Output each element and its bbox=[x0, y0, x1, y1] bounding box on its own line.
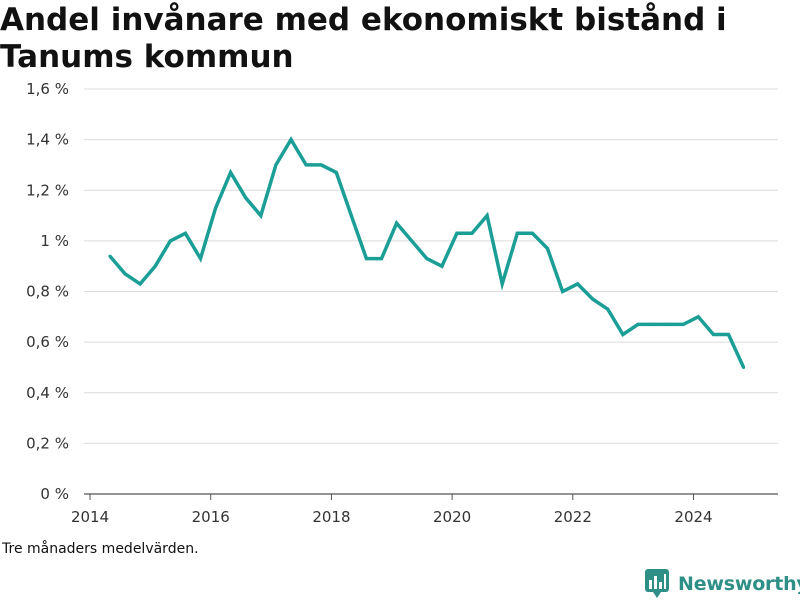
data-point bbox=[410, 239, 414, 243]
grid-lines bbox=[84, 88, 778, 444]
data-point bbox=[214, 206, 218, 210]
data-point bbox=[153, 264, 157, 268]
chart-title: Andel invånare med ekonomiskt bistånd i … bbox=[0, 2, 727, 75]
data-point bbox=[545, 246, 549, 250]
y-tick-label: 1,2 % bbox=[26, 181, 69, 199]
data-point bbox=[636, 322, 640, 326]
data-point bbox=[138, 282, 142, 286]
series-layer bbox=[108, 136, 746, 369]
x-tick-label: 2020 bbox=[433, 508, 471, 526]
x-tick-label: 2022 bbox=[554, 508, 592, 526]
data-point bbox=[380, 257, 384, 261]
y-tick-label: 1 % bbox=[40, 232, 69, 250]
x-tick-label: 2014 bbox=[71, 508, 109, 526]
data-point bbox=[606, 307, 610, 311]
data-point bbox=[168, 239, 172, 243]
y-tick-label: 1,6 % bbox=[26, 80, 69, 98]
data-point bbox=[244, 196, 248, 200]
data-point bbox=[742, 365, 746, 369]
y-axis-tick-labels: 0 % 0,2 % 0,4 % 0,6 % 0,8 % 1 % 1,2 % 1,4 % 1,6 … bbox=[26, 80, 69, 503]
data-point bbox=[681, 322, 685, 326]
data-point bbox=[500, 282, 504, 286]
data-point bbox=[440, 264, 444, 268]
y-tick-label: 0,8 % bbox=[26, 283, 69, 301]
data-point bbox=[515, 231, 519, 235]
y-tick-label: 0,6 % bbox=[26, 333, 69, 351]
data-point bbox=[455, 231, 459, 235]
y-tick-label: 0,2 % bbox=[26, 434, 69, 452]
data-point bbox=[561, 290, 565, 293]
x-tick-label: 2024 bbox=[674, 508, 712, 526]
data-point bbox=[304, 163, 308, 167]
data-point bbox=[530, 231, 534, 235]
data-point bbox=[727, 333, 731, 337]
data-point bbox=[470, 231, 474, 235]
chart-note: Tre månaders medelvärden. bbox=[2, 541, 199, 557]
data-point bbox=[319, 163, 323, 167]
data-point bbox=[395, 221, 399, 225]
data-point bbox=[123, 272, 127, 276]
brand-name: Newsworthy bbox=[678, 573, 800, 595]
x-tick-label: 2018 bbox=[312, 508, 350, 526]
data-point bbox=[576, 282, 580, 286]
x-tick-label: 2016 bbox=[192, 508, 230, 526]
data-point bbox=[108, 254, 112, 258]
data-point bbox=[485, 214, 489, 218]
newsworthy-logo-icon bbox=[645, 569, 669, 598]
x-axis: 2014 2016 2018 2020 2022 2024 bbox=[71, 493, 778, 526]
data-point bbox=[349, 214, 353, 218]
data-point bbox=[229, 171, 233, 175]
data-point bbox=[364, 257, 368, 261]
data-point bbox=[289, 138, 293, 142]
data-point bbox=[198, 257, 202, 261]
data-point bbox=[696, 315, 700, 319]
y-tick-label: 1,4 % bbox=[26, 131, 69, 149]
data-point bbox=[259, 214, 263, 218]
y-tick-label: 0,4 % bbox=[26, 384, 69, 402]
data-point bbox=[711, 333, 715, 337]
data-point bbox=[621, 333, 625, 337]
data-point bbox=[274, 163, 278, 167]
brand-logo: Newsworthy bbox=[644, 568, 800, 600]
series-line bbox=[108, 136, 746, 369]
data-point bbox=[183, 231, 187, 235]
data-point bbox=[425, 257, 429, 261]
data-point bbox=[651, 322, 655, 326]
data-point bbox=[591, 297, 595, 301]
data-point bbox=[666, 322, 670, 326]
data-point bbox=[334, 171, 338, 175]
y-tick-label: 0 % bbox=[40, 485, 69, 503]
